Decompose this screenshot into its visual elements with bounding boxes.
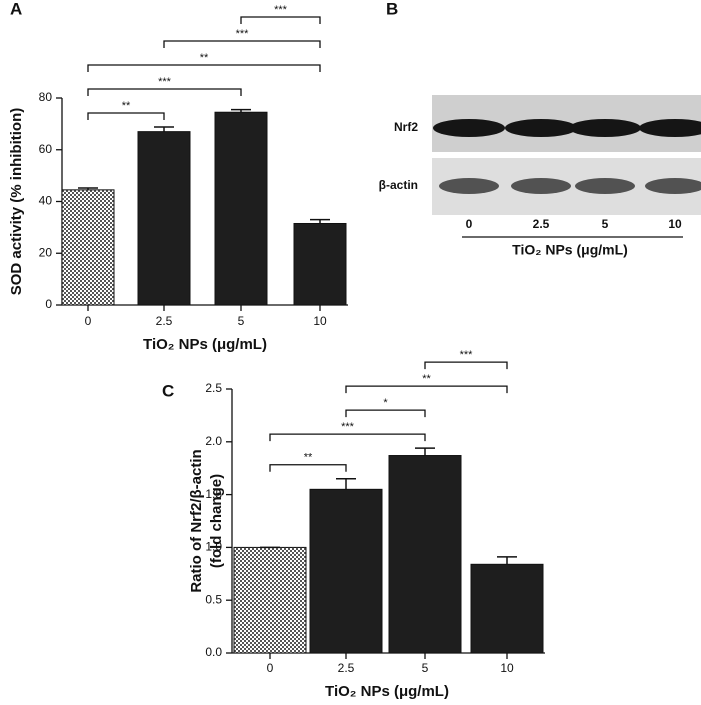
x-tick-label: 5 xyxy=(422,661,429,675)
blot-xlabel: TiO₂ NPs (μg/mL) xyxy=(512,242,628,258)
significance-label: *** xyxy=(460,349,474,361)
y-tick-label: 1.0 xyxy=(205,540,222,554)
x-axis-label: TiO₂ NPs (μg/mL) xyxy=(325,683,449,700)
bar xyxy=(61,189,115,306)
y-tick-label: 2.0 xyxy=(205,434,222,448)
significance-bracket xyxy=(87,64,321,72)
significance-label: *** xyxy=(274,4,288,16)
blot-lane-label: 10 xyxy=(668,217,682,231)
blot-band xyxy=(505,119,577,137)
blot-band xyxy=(439,178,499,194)
blot-band xyxy=(645,178,701,194)
bar xyxy=(309,488,383,654)
blot-band xyxy=(511,178,571,194)
y-tick-label: 0 xyxy=(45,297,52,311)
significance-label: * xyxy=(383,397,388,409)
y-tick-label: 40 xyxy=(39,194,53,208)
significance-bracket xyxy=(240,16,321,24)
significance-bracket xyxy=(163,40,321,48)
significance-bracket xyxy=(269,433,426,442)
blot-band xyxy=(639,119,701,137)
x-tick-label: 10 xyxy=(313,314,327,328)
bar xyxy=(214,111,268,306)
significance-bracket xyxy=(269,464,347,472)
blot-band xyxy=(569,119,641,137)
bar xyxy=(137,131,191,306)
blot-row-label: β-actin xyxy=(379,178,418,192)
significance-bracket xyxy=(424,361,508,370)
x-tick-label: 5 xyxy=(238,314,245,328)
significance-bracket xyxy=(87,88,242,96)
bar xyxy=(233,546,307,654)
x-tick-label: 2.5 xyxy=(156,314,173,328)
y-tick-label: 1.5 xyxy=(205,487,222,501)
significance-bracket xyxy=(345,385,508,394)
significance-label: *** xyxy=(341,421,355,433)
blot-lane-label: 5 xyxy=(602,217,609,231)
y-axis-label: (fold change) xyxy=(208,474,225,568)
blot-row-label: Nrf2 xyxy=(394,120,418,134)
y-tick-label: 0.5 xyxy=(205,592,222,606)
y-tick-label: 2.5 xyxy=(205,381,222,395)
significance-label: *** xyxy=(236,28,250,40)
significance-label: ** xyxy=(200,52,209,64)
bar xyxy=(470,563,544,654)
x-tick-label: 2.5 xyxy=(338,661,355,675)
bar xyxy=(388,455,462,654)
x-tick-label: 0 xyxy=(267,661,274,675)
y-axis-label: SOD activity (% inhibition) xyxy=(8,108,25,296)
significance-label: ** xyxy=(122,100,131,112)
x-axis-label: TiO₂ NPs (μg/mL) xyxy=(143,336,267,353)
panel-label: C xyxy=(162,381,174,400)
x-tick-label: 0 xyxy=(85,314,92,328)
y-axis-label: Ratio of Nrf2/β-actin xyxy=(188,449,205,592)
blot-lane-label: 0 xyxy=(466,217,473,231)
y-tick-label: 60 xyxy=(39,142,53,156)
y-tick-label: 0.0 xyxy=(205,645,222,659)
panel-label: B xyxy=(386,0,398,18)
bar xyxy=(293,222,347,306)
blot-lane-label: 2.5 xyxy=(533,217,550,231)
y-tick-label: 80 xyxy=(39,90,53,104)
significance-label: *** xyxy=(158,76,172,88)
x-tick-label: 10 xyxy=(500,661,514,675)
significance-bracket xyxy=(87,112,165,120)
panel-label: A xyxy=(10,0,22,18)
significance-bracket xyxy=(345,409,426,418)
blot-band xyxy=(433,119,505,137)
significance-label: ** xyxy=(422,373,431,385)
blot-band xyxy=(575,178,635,194)
y-tick-label: 20 xyxy=(39,245,53,259)
significance-label: ** xyxy=(304,452,313,464)
